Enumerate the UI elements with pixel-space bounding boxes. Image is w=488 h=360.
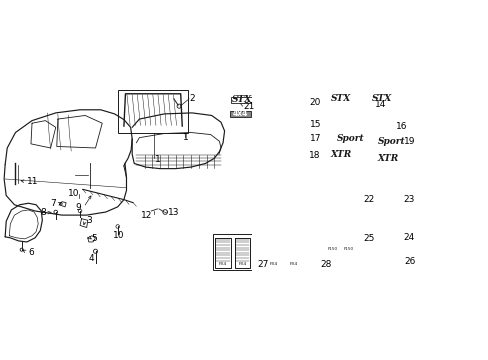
Text: Sport: Sport	[337, 134, 364, 143]
Bar	[231, 96, 251, 103]
Text: 10: 10	[113, 231, 124, 240]
Bar	[323, 181, 360, 217]
Bar	[373, 123, 398, 130]
Text: 4x4: 4x4	[232, 109, 248, 118]
Text: 13: 13	[167, 207, 179, 216]
Text: 1: 1	[155, 155, 161, 164]
Bar	[371, 154, 404, 163]
Text: 25: 25	[363, 234, 374, 243]
Text: 19: 19	[403, 137, 414, 146]
Bar	[323, 220, 360, 255]
Bar	[336, 109, 365, 117]
Text: 7: 7	[50, 199, 56, 208]
Text: FX4: FX4	[289, 262, 297, 266]
Text: 10: 10	[67, 189, 79, 198]
Text: STX: STX	[231, 95, 251, 104]
Text: 14: 14	[375, 100, 386, 109]
Text: 18: 18	[308, 151, 320, 160]
Text: FX4: FX4	[338, 121, 354, 130]
Text: 8: 8	[41, 208, 46, 217]
Text: 5: 5	[91, 234, 97, 243]
Text: 22: 22	[363, 195, 374, 204]
Text: 6: 6	[28, 248, 34, 257]
Text: 12: 12	[141, 211, 153, 220]
Bar	[252, 181, 364, 217]
Text: STX: STX	[371, 94, 391, 103]
Text: 11: 11	[27, 177, 38, 186]
Text: 4: 4	[89, 255, 94, 264]
Bar	[212, 234, 260, 270]
Bar	[334, 122, 359, 129]
Text: 28: 28	[320, 260, 331, 269]
Bar	[252, 247, 364, 270]
Text: 26: 26	[404, 257, 415, 266]
Bar	[326, 150, 353, 158]
Bar	[230, 111, 250, 117]
Text: FX4: FX4	[377, 122, 393, 131]
Text: XTR: XTR	[329, 150, 351, 159]
Text: 20: 20	[309, 98, 321, 107]
Text: 16: 16	[395, 122, 407, 131]
Text: 17: 17	[309, 134, 321, 143]
Bar	[118, 90, 188, 132]
Text: XTR: XTR	[377, 154, 398, 163]
Text: 1: 1	[182, 133, 188, 142]
Text: 9: 9	[75, 203, 81, 212]
Bar	[373, 138, 408, 145]
Text: 21: 21	[243, 102, 255, 111]
Bar	[333, 135, 368, 142]
Text: 2: 2	[189, 94, 195, 103]
Bar	[264, 234, 322, 270]
Text: 3: 3	[86, 216, 92, 225]
Bar	[252, 220, 364, 255]
Bar	[367, 94, 395, 103]
Text: FX4: FX4	[238, 262, 246, 266]
Text: 24: 24	[403, 233, 414, 242]
Text: F150: F150	[343, 247, 353, 251]
Text: 15: 15	[309, 120, 321, 129]
Text: 27: 27	[257, 260, 268, 269]
Text: Sport: Sport	[377, 137, 405, 146]
Text: FX4: FX4	[219, 262, 227, 266]
Bar	[326, 94, 354, 103]
Text: FX4: FX4	[269, 262, 278, 266]
Text: STX: STX	[330, 94, 350, 103]
Text: F150: F150	[327, 247, 337, 251]
Text: 23: 23	[403, 195, 414, 204]
Text: 4x4: 4x4	[343, 108, 358, 117]
